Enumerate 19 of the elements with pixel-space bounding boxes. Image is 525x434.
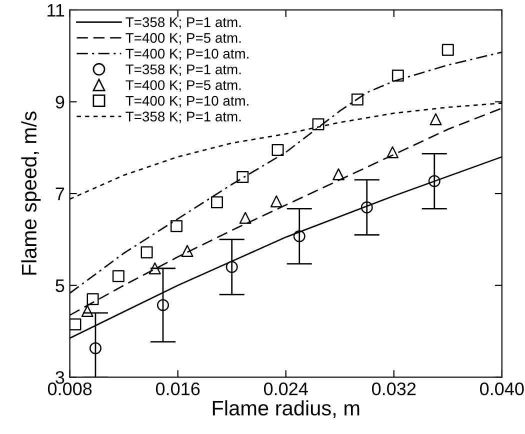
legend-label: T=358 K; P=1 atm. [126, 112, 241, 124]
x-tick-label: 0.016 [156, 382, 200, 396]
legend-label: T=400 K; P=5 atm. [126, 80, 241, 92]
legend-label: T=400 K; P=10 atm. [126, 48, 248, 60]
legend-label: T=400 K; P=10 atm. [126, 96, 248, 108]
y-axis-title: Flame speed, m/s [21, 112, 41, 275]
x-tick-label: 0.032 [372, 382, 416, 396]
x-tick-label: 0.008 [48, 382, 92, 396]
legend-label: T=358 K; P=1 atm. [126, 64, 241, 76]
y-tick-label: 11 [48, 4, 64, 17]
legend-label: T=358 K; P=1 atm. [126, 17, 241, 29]
y-tick-label: 3 [56, 371, 64, 384]
x-tick-label: 0.024 [264, 382, 308, 396]
y-tick-label: 5 [56, 279, 64, 292]
x-axis-title: Flame radius, m [212, 400, 360, 418]
x-tick-label: 0.040 [480, 382, 524, 396]
y-tick-label: 7 [56, 188, 64, 200]
legend-label: T=400 K; P=5 atm. [126, 33, 241, 44]
y-tick-label: 9 [56, 96, 64, 108]
